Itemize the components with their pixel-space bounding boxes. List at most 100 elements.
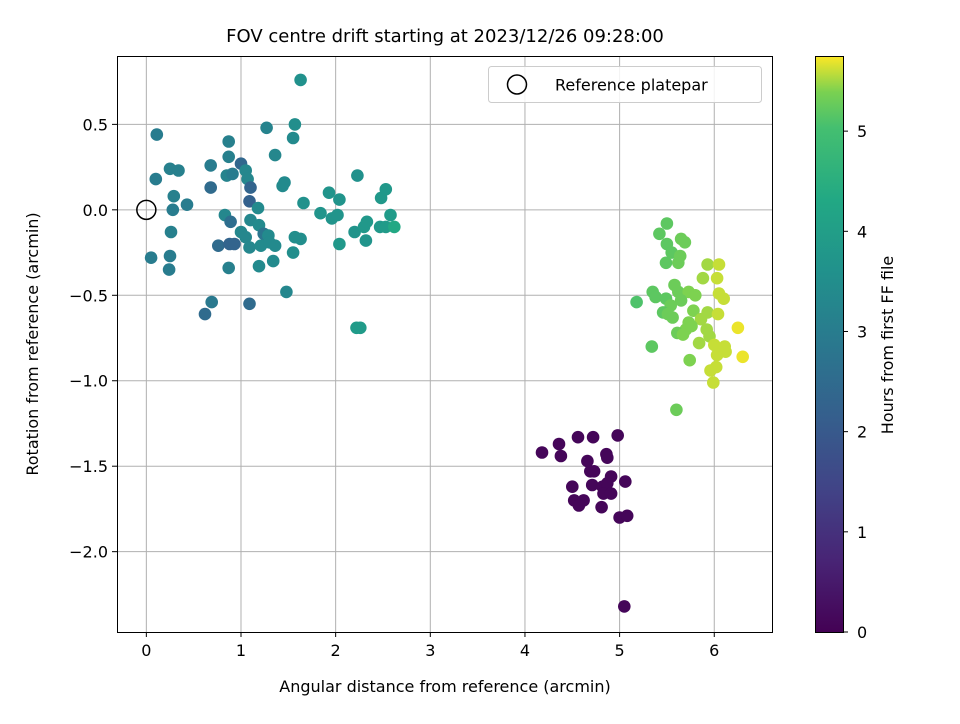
legend: Reference platepar (488, 66, 762, 103)
data-point (222, 150, 235, 164)
colorbar-tick-label: 3 (857, 322, 867, 341)
data-point (611, 429, 624, 442)
data-point (224, 215, 237, 229)
data-point (701, 258, 714, 271)
data-point (535, 446, 549, 459)
y-tick-label: 0.0 (83, 201, 108, 220)
plot-area: 0 1 2 3 4 5 6 −2.0 −1.5 −1.0 −0.5 0.0 0.5 (69, 56, 773, 660)
data-point (379, 183, 393, 196)
data-point (314, 206, 327, 220)
data-point (322, 186, 336, 199)
data-point (222, 261, 235, 275)
x-tick-label: 0 (141, 641, 151, 660)
data-point (166, 203, 180, 217)
data-point (384, 208, 397, 222)
data-point (278, 176, 291, 189)
data-point (676, 328, 690, 341)
data-point (144, 251, 158, 264)
data-point (571, 430, 585, 444)
data-point (710, 348, 724, 362)
colorbar: 0 1 2 3 4 5 Hours from first FF file (815, 56, 897, 642)
data-point (620, 509, 634, 523)
data-point (595, 500, 608, 514)
data-point (212, 239, 225, 252)
data-point (222, 135, 235, 148)
data-point (226, 167, 239, 181)
colorbar-label: Hours from first FF file (878, 256, 897, 435)
data-point (704, 364, 717, 377)
colorbar-tick-label: 1 (857, 523, 867, 542)
data-point (288, 118, 302, 131)
y-axis-label: Rotation from reference (arcmin) (23, 212, 42, 475)
data-point (204, 159, 217, 172)
data-point (164, 225, 178, 239)
legend-box (488, 66, 762, 103)
data-point (286, 131, 300, 145)
data-point (692, 336, 706, 350)
data-point (707, 376, 720, 389)
data-point (205, 295, 218, 309)
axes-frame (117, 56, 773, 633)
data-point (388, 220, 401, 234)
data-point (689, 289, 702, 302)
data-point (566, 480, 579, 494)
data-point (286, 246, 300, 259)
data-point (701, 306, 714, 319)
data-point (711, 307, 725, 321)
data-points (144, 73, 749, 613)
data-point (351, 169, 364, 182)
data-point (243, 241, 256, 254)
data-point (244, 181, 257, 194)
data-point (360, 215, 374, 229)
data-point (672, 256, 685, 270)
data-point (585, 478, 599, 492)
chart-title: FOV centre drift starting at 2023/12/26 … (226, 26, 664, 47)
data-point (180, 198, 194, 211)
data-point (653, 227, 666, 241)
data-point (683, 353, 696, 367)
x-tick-label: 5 (615, 641, 625, 660)
data-point (710, 271, 724, 285)
data-point (333, 193, 346, 206)
data-point (263, 236, 276, 249)
data-point (604, 487, 618, 500)
data-point (331, 208, 344, 222)
data-point (251, 201, 265, 215)
data-point (297, 196, 310, 210)
reference-platepar-marker (136, 199, 157, 221)
data-point (149, 172, 163, 186)
data-point (198, 307, 212, 321)
data-point (163, 249, 177, 263)
data-point (731, 321, 745, 335)
data-point (601, 451, 614, 465)
data-point (678, 236, 692, 249)
data-point (252, 259, 266, 273)
x-axis-label: Angular distance from reference (arcmin) (279, 677, 610, 696)
data-point (268, 148, 282, 162)
data-point (243, 297, 256, 311)
data-point (348, 225, 361, 239)
x-tick-label: 2 (331, 641, 341, 660)
data-point (359, 234, 373, 247)
y-tick-label: 0.5 (83, 115, 108, 134)
y-tick-label: −1.0 (69, 372, 108, 391)
x-tick-label: 4 (520, 641, 530, 660)
data-point (670, 403, 683, 417)
colorbar-gradient (815, 56, 843, 633)
data-point (674, 294, 688, 307)
colorbar-tick-label: 5 (857, 122, 867, 141)
data-point (280, 285, 293, 299)
data-point (630, 295, 643, 309)
data-point (618, 600, 631, 613)
data-point (333, 237, 346, 251)
data-point (666, 311, 679, 324)
data-point (712, 258, 726, 271)
data-point (601, 477, 614, 490)
x-tick-label: 1 (236, 641, 246, 660)
data-point (266, 254, 280, 268)
legend-label: Reference platepar (555, 76, 708, 95)
data-point (554, 449, 568, 463)
data-point (717, 292, 730, 306)
